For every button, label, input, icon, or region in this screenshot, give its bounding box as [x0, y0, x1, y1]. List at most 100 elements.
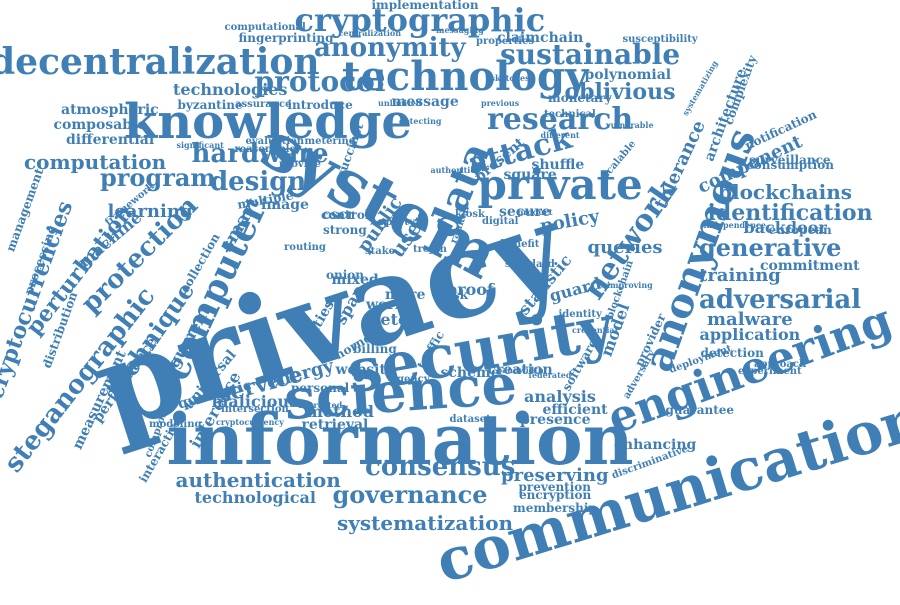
word-meter: meter [363, 310, 417, 329]
word-design: design [210, 167, 307, 197]
word-product: product [517, 207, 553, 217]
word-computational: computational [224, 22, 306, 33]
word-research: research [487, 102, 634, 137]
word-agency: agency [390, 374, 430, 385]
word-mixed: mixed [331, 272, 379, 288]
word-hardware: hardware [191, 139, 329, 169]
word-untrusted: untrusted [298, 400, 343, 410]
word-efficient: efficient [542, 402, 608, 418]
word-stake: stake [365, 246, 396, 257]
word-analysis: analysis [524, 387, 596, 406]
word-credential: credential [572, 325, 618, 335]
word-previous: previous [481, 98, 520, 108]
word-queries: queries [587, 237, 663, 258]
word-creation: creation [487, 362, 553, 378]
word-kiosk: kiosk [455, 209, 485, 220]
word-sketches: sketches [490, 73, 530, 83]
word-membership: membership [513, 501, 597, 515]
word-presence: presence [520, 412, 591, 428]
word-authentication: authentication [175, 468, 341, 492]
word-independence: independence [703, 220, 767, 230]
word-retrieval: retrieval [301, 417, 369, 433]
word-consumption: consumption [746, 158, 834, 172]
word-secure: secure [499, 204, 551, 220]
word-guarantee: guarantee [665, 403, 735, 417]
word-governance: governance [332, 480, 488, 509]
word-square: square [503, 167, 557, 183]
word-experiment: experiment [738, 366, 802, 377]
word-digital: digital [482, 216, 519, 227]
word-learning: learning [107, 201, 193, 222]
word-adversarial: adversarial [699, 285, 862, 315]
word-european: european [768, 223, 832, 237]
word-encryption: encryption [519, 488, 592, 502]
word-technology: technology [342, 53, 589, 100]
word-control: control [321, 208, 370, 222]
word-detecting: detecting [399, 116, 442, 126]
word-technologies: technologies [173, 80, 288, 99]
word-standard: standard [505, 259, 555, 270]
word-metering: metering [304, 136, 356, 147]
word-introduce: introduce [287, 98, 353, 112]
word-reasonable: reasonable [234, 144, 296, 155]
word-detection: detection [700, 346, 764, 360]
word-centralization: centralization [338, 28, 402, 38]
word-billing: billing [353, 342, 397, 356]
word-identification: identification [707, 200, 873, 226]
word-malware: malware [707, 309, 793, 330]
word-website: website [335, 362, 395, 378]
word-approach: approach [754, 359, 807, 370]
word-work: work [366, 297, 405, 313]
word-dataset: dataset [449, 414, 491, 425]
word-risk: risk [442, 288, 468, 302]
word-surveillance: surveillance [749, 153, 831, 167]
word-susceptibility: susceptibility [622, 34, 698, 45]
word-strong: strong [323, 223, 367, 237]
word-information: information [166, 398, 634, 481]
word-provide: provide [279, 159, 321, 170]
word-generative: generative [699, 233, 842, 262]
word-shuffle: shuffle [531, 157, 585, 173]
word-sustainable: sustainable [500, 38, 681, 71]
word-training: training [699, 265, 781, 286]
word-image: image [261, 197, 309, 213]
word-personal: personal [291, 381, 350, 395]
word-byzantine: byzantine [177, 98, 243, 112]
word-more: more [385, 287, 426, 303]
word-improving: improving [607, 280, 653, 290]
word-vulnerable: vulnerable [606, 120, 654, 130]
word-implementation: implementation [371, 0, 479, 12]
word-cryptocurrency: cryptocurrency [216, 417, 284, 427]
word-messaging: messaging [436, 25, 484, 35]
word-differential: differential [66, 132, 155, 148]
word-unlimited: unlimited [378, 98, 422, 108]
word-authorities: authorities [430, 165, 480, 175]
word-intersection: intersection [221, 404, 289, 415]
word-systematizing: systematizing [680, 58, 720, 118]
word-protocol: protocol [254, 65, 386, 98]
word-claimchain: claimchain [497, 30, 584, 46]
word-evaluation: evaluation [245, 136, 305, 147]
word-different: different [540, 130, 580, 140]
word-trojan: trojan [413, 244, 447, 255]
word-application: application [699, 325, 801, 344]
word-private: private [477, 160, 643, 209]
word-malicious: malicious [211, 392, 299, 411]
word-fingerprinting: fingerprinting [238, 31, 334, 45]
word-modeling: modeling [149, 419, 202, 430]
word-backdoor: backdoor [743, 218, 827, 237]
word-significant: significant [176, 140, 224, 150]
word-method: method [306, 402, 374, 421]
word-cscr: cscr [322, 207, 355, 223]
word-benefit: benefit [500, 239, 540, 250]
word-blockchains: blockchains [718, 180, 853, 204]
word-polynomial: polynomial [584, 67, 672, 83]
word-systematization: systematization [337, 511, 514, 535]
word-properties: properties [476, 36, 534, 47]
word-enhancing: enhancing [614, 437, 697, 453]
word-party: party [385, 217, 415, 228]
word-monetary: monetary [548, 91, 612, 105]
word-consensus: consensus [365, 452, 516, 482]
word-technical: technical [544, 109, 596, 120]
